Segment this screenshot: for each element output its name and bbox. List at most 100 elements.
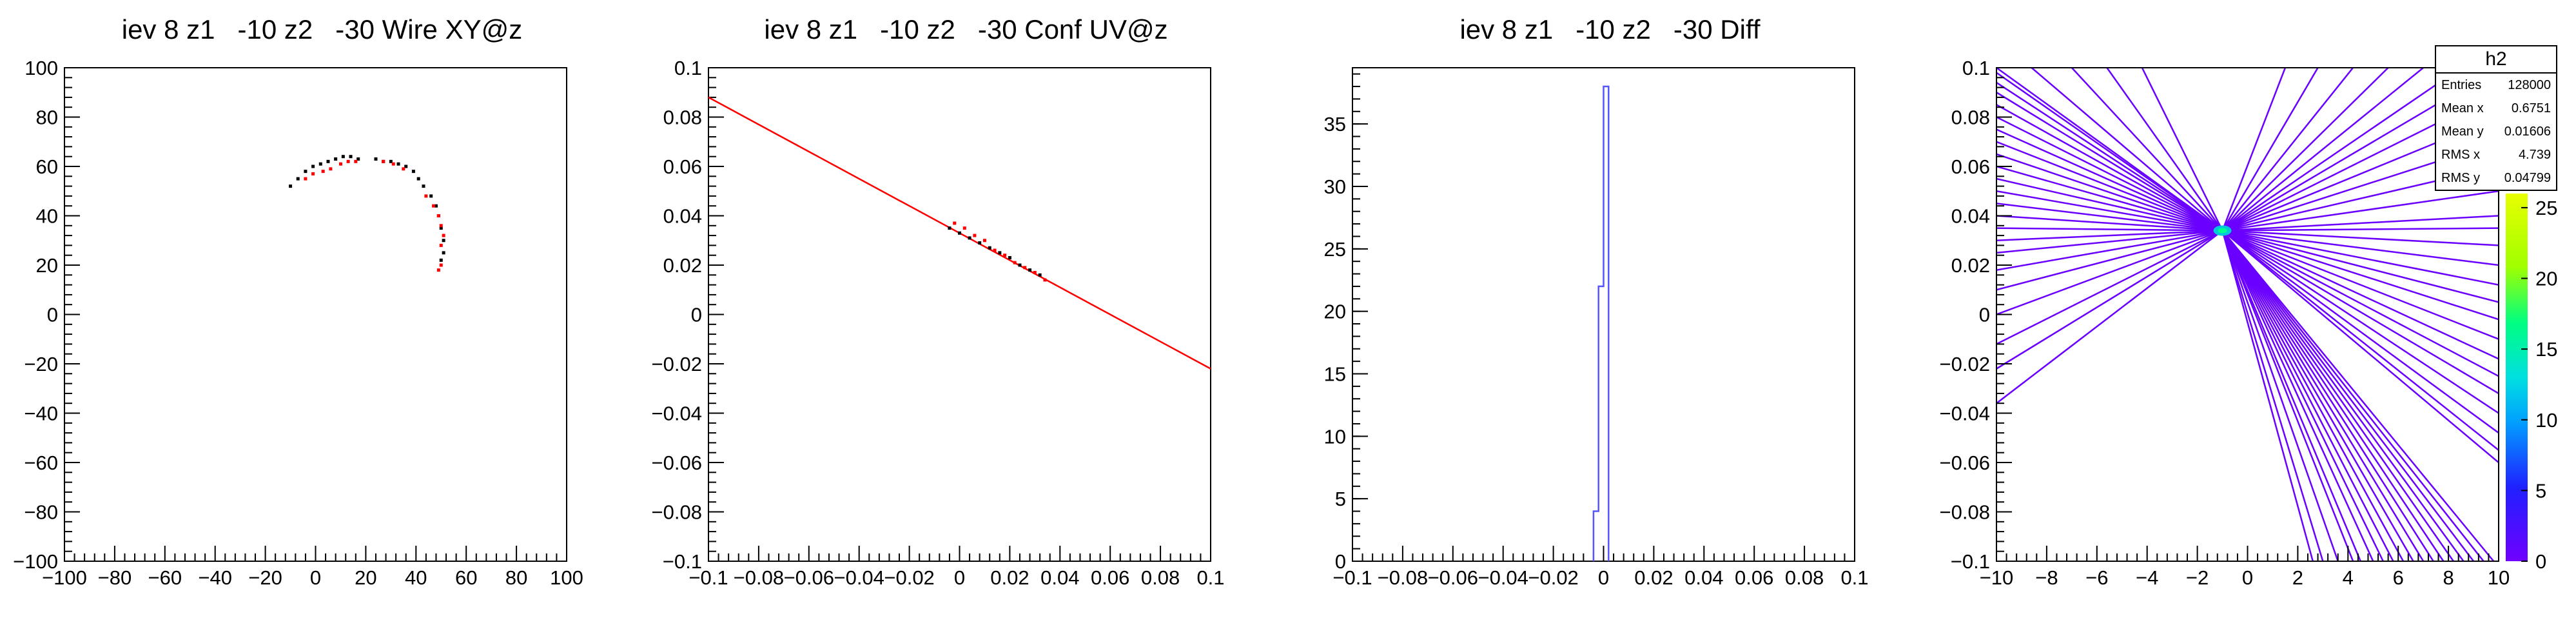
- track-line: [1996, 230, 2223, 345]
- data-point: [349, 155, 353, 159]
- data-point: [1013, 261, 1017, 264]
- stats-value: 0.01606: [2504, 124, 2551, 139]
- data-point: [982, 239, 986, 243]
- track-line: [2221, 230, 2374, 561]
- track-line: [2222, 190, 2499, 232]
- x-tick-label: 0: [2242, 566, 2253, 589]
- x-tick-label: −0.06: [1428, 566, 1478, 589]
- track-line: [2221, 230, 2475, 561]
- data-point: [439, 226, 443, 230]
- y-tick-label: 20: [1324, 301, 1346, 323]
- data-point: [1033, 270, 1037, 274]
- track-line: [2221, 230, 2425, 561]
- y-tick-label: −0.04: [1940, 403, 1990, 425]
- y-tick-label: 0.1: [1962, 57, 1990, 79]
- track-line: [2031, 68, 2223, 232]
- track-line: [2221, 68, 2354, 232]
- colorbar-tick-label: 15: [2535, 338, 2557, 361]
- track-line: [2221, 68, 2319, 232]
- colorbar-tick-label: 5: [2535, 479, 2546, 502]
- chart-diff-histogram: −0.1 −0.08 −0.06 −0.04 −0.02 0 0.02 0.04 0.06 0.0…: [1324, 67, 1869, 589]
- data-point: [1043, 278, 1047, 282]
- x-tick-label: 0.08: [1141, 566, 1180, 589]
- data-point: [329, 167, 333, 171]
- x-tick-label: −0.02: [884, 566, 934, 589]
- x-tick-label: −80: [98, 566, 132, 589]
- x-tick-label: −0.06: [784, 566, 834, 589]
- pad-h2: −10 −8 −6 −4 −2 0 2 4 6 8 10 −0.1 −0.08 −0.06 −0.04 −0.…: [1932, 0, 2576, 627]
- data-point: [416, 177, 420, 181]
- pad-diff: iev 8 z1 -10 z2 -30 Diff −0.1 −0.08 −0.06−…: [1288, 0, 1932, 627]
- data-point: [1038, 273, 1042, 277]
- track-line: [2221, 68, 2389, 232]
- data-point: [998, 251, 1002, 255]
- data-point: [439, 243, 443, 247]
- track-line: [2106, 68, 2223, 232]
- data-point: [424, 194, 428, 198]
- chart-wire-xy: −100 −80 −60 −40 −20 0 20 40 60 80 100 −100 −80 −60 −4…: [13, 57, 583, 589]
- chart-conf-uv: −0.1 −0.08 −0.06 −0.04 −0.02 0 0.02 0.04 0.06 0.0…: [652, 57, 1225, 589]
- track-line: [2221, 230, 2499, 414]
- track-line: [2221, 230, 2394, 561]
- track-line: [2221, 230, 2495, 561]
- data-point: [958, 231, 961, 235]
- x-tick-label: 0.04: [1040, 566, 1079, 589]
- track-line: [2222, 215, 2499, 232]
- data-point: [354, 159, 358, 163]
- data-point: [382, 159, 385, 163]
- data-point: [1008, 256, 1011, 260]
- x-tick-label: 0.02: [990, 566, 1029, 589]
- y-tick-label: −0.08: [1940, 501, 1990, 524]
- y-tick-label: −40: [24, 403, 58, 425]
- x-tick-label: 2: [2292, 566, 2303, 589]
- x-tick-label: −60: [148, 566, 182, 589]
- x-tick-label: 10: [2488, 566, 2510, 589]
- y-tick-label: 0.02: [663, 254, 702, 277]
- y-tick-label: 100: [24, 57, 58, 79]
- stats-value: 128000: [2508, 78, 2551, 92]
- y-tick-label: −0.02: [1940, 353, 1990, 375]
- data-point: [389, 159, 393, 163]
- data-point: [304, 170, 307, 174]
- track-line: [2222, 230, 2499, 340]
- x-tick-label: 0: [954, 566, 965, 589]
- y-tick-label: 20: [36, 254, 58, 277]
- chart-title: iev 8 z1 -10 z2 -30 Diff: [1459, 14, 1761, 45]
- data-point: [1023, 266, 1027, 270]
- data-point: [411, 170, 415, 174]
- data-point: [973, 234, 977, 237]
- x-tick-label: 0: [310, 566, 321, 589]
- data-point: [289, 184, 293, 188]
- stats-label: RMS y: [2441, 171, 2480, 185]
- x-tick-label: −20: [248, 566, 282, 589]
- y-tick-label: 80: [36, 106, 58, 129]
- track-line: [1996, 141, 2223, 232]
- x-tick-label: 8: [2443, 566, 2454, 589]
- stats-label: Mean x: [2441, 101, 2484, 115]
- y-tick-label: 10: [1324, 425, 1346, 448]
- stats-row: Mean x 0.6751: [2436, 97, 2556, 120]
- plot-frame: [64, 67, 567, 562]
- chart-h2-heatmap: −10 −8 −6 −4 −2 0 2 4 6 8 10 −0.1 −0.08 −0.06 −0.04 −0.…: [1940, 57, 2558, 589]
- track-line: [2222, 230, 2499, 286]
- x-tick-label: 0.1: [1840, 566, 1868, 589]
- data-point: [439, 263, 443, 267]
- track-line: [2222, 230, 2499, 321]
- track-line: [2221, 230, 2499, 394]
- track-line: [1996, 116, 2223, 232]
- data-point: [374, 157, 378, 161]
- y-tick-label: 0.1: [674, 57, 702, 79]
- y-tick-label: −0.06: [652, 452, 702, 474]
- data-point: [1018, 263, 1022, 267]
- stats-row: Mean y 0.01606: [2436, 120, 2556, 143]
- data-point: [356, 157, 360, 161]
- track-line: [1996, 153, 2223, 232]
- x-tick-label: 80: [505, 566, 527, 589]
- colorbar-tick-label: 0: [2535, 550, 2546, 573]
- track-line: [2222, 230, 2499, 266]
- y-tick-label: 15: [1324, 363, 1346, 385]
- data-point: [988, 246, 991, 250]
- data-point: [326, 159, 330, 163]
- track-line: [2221, 230, 2484, 561]
- y-tick-label: 25: [1324, 238, 1346, 261]
